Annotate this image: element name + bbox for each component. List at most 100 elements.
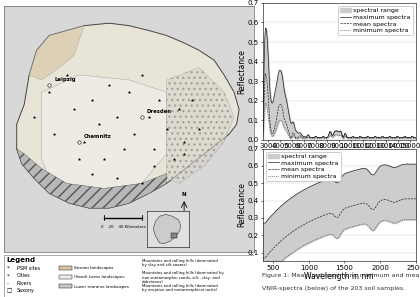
Point [146,115,152,119]
Point [138,72,145,77]
maximum spectra [406,162,411,166]
Y-axis label: Reflectance: Reflectance [237,49,247,94]
minimum spectra [356,223,361,227]
minimum spectra [370,229,375,232]
minimum spectra [260,260,265,263]
Point [76,139,83,144]
maximum spectra [370,173,375,177]
Text: Chemnitz: Chemnitz [84,134,112,139]
mean spectra [360,201,365,205]
Line: maximum spectra: maximum spectra [262,164,416,223]
Line: maximum spectra: maximum spectra [262,28,416,138]
Point [46,83,52,87]
Line: mean spectra: mean spectra [262,199,416,258]
mean spectra [361,201,366,205]
mean spectra [260,256,265,260]
Text: Mountains and rolling hills (dominated
by eruptive and metamorphical rocks): Mountains and rolling hills (dominated b… [142,284,218,292]
maximum spectra [367,136,372,139]
Point [96,122,102,127]
Legend: spectral range, maximum spectra, mean spectra, minimum spectra: spectral range, maximum spectra, mean sp… [338,6,413,35]
Line: mean spectra: mean spectra [262,73,416,138]
Text: Mountains and rolling hills (dominated
by clay and silt soams): Mountains and rolling hills (dominated b… [142,259,218,267]
Point [181,151,187,156]
mean spectra [383,136,388,139]
mean spectra [263,72,268,75]
Text: (Sand) Loess landscapes: (Sand) Loess landscapes [74,275,125,279]
maximum spectra [261,221,266,225]
minimum spectra [383,137,388,140]
maximum spectra [356,168,361,171]
maximum spectra [360,167,365,170]
Text: 0    20    40 Kilometers: 0 20 40 Kilometers [100,225,145,229]
Polygon shape [171,233,177,238]
X-axis label: Wavelength in nm: Wavelength in nm [304,272,374,281]
maximum spectra [281,84,286,87]
mean spectra [373,205,378,208]
minimum spectra [406,218,411,222]
minimum spectra [294,137,299,140]
mean spectra [413,136,418,139]
mean spectra [281,113,286,117]
minimum spectra [361,222,366,226]
minimum spectra [269,133,274,137]
Point [88,171,95,176]
minimum spectra [260,136,265,139]
Text: Figure 1: Measured maximum, minimum and mean MIR- (above) and: Figure 1: Measured maximum, minimum and … [262,273,420,278]
Point [126,90,133,94]
maximum spectra [260,116,265,120]
Text: Legend: Legend [7,257,36,263]
minimum spectra [261,260,266,263]
mean spectra [356,203,361,206]
Point [188,97,195,102]
Text: Lower moraine landscapes: Lower moraine landscapes [74,285,129,288]
mean spectra [370,208,375,211]
Text: □: □ [7,288,12,293]
Point [81,139,87,144]
Point [176,107,183,112]
Point [181,139,187,144]
Text: -: - [7,281,9,286]
Point [151,164,158,169]
Text: VNIR-spectra (below) of the 203 soil samples.: VNIR-spectra (below) of the 203 soil sam… [262,286,406,291]
mean spectra [260,134,265,138]
minimum spectra [413,137,418,140]
Point [121,146,128,151]
Point [106,83,113,87]
mean spectra [269,129,274,132]
Polygon shape [29,26,84,80]
Polygon shape [42,75,167,191]
Polygon shape [17,23,239,208]
mean spectra [379,135,384,138]
minimum spectra [360,222,365,226]
maximum spectra [379,135,384,138]
Point [31,115,37,119]
minimum spectra [281,124,286,128]
Point [196,127,202,132]
Line: minimum spectra: minimum spectra [262,103,416,138]
maximum spectra [383,136,388,139]
Point [51,132,58,137]
Text: Leipzig: Leipzig [54,77,76,82]
maximum spectra [260,221,265,225]
Text: Cities: Cities [17,273,30,278]
minimum spectra [288,137,293,140]
maximum spectra [361,136,366,139]
mean spectra [413,197,418,201]
Polygon shape [153,214,181,244]
Legend: spectral range, maximum spectra, mean spectra, minimum spectra: spectral range, maximum spectra, mean sp… [265,152,341,181]
mean spectra [294,136,299,139]
maximum spectra [413,162,418,166]
Point [88,97,95,102]
Point [163,127,170,132]
Text: Saxony: Saxony [17,288,34,293]
Point [71,107,78,112]
Point [63,72,70,77]
Text: *: * [7,266,9,271]
Point [76,157,83,161]
minimum spectra [263,101,268,105]
maximum spectra [373,170,378,174]
Point [138,115,145,119]
mean spectra [288,136,293,139]
Point [171,157,178,161]
Point [113,176,120,181]
